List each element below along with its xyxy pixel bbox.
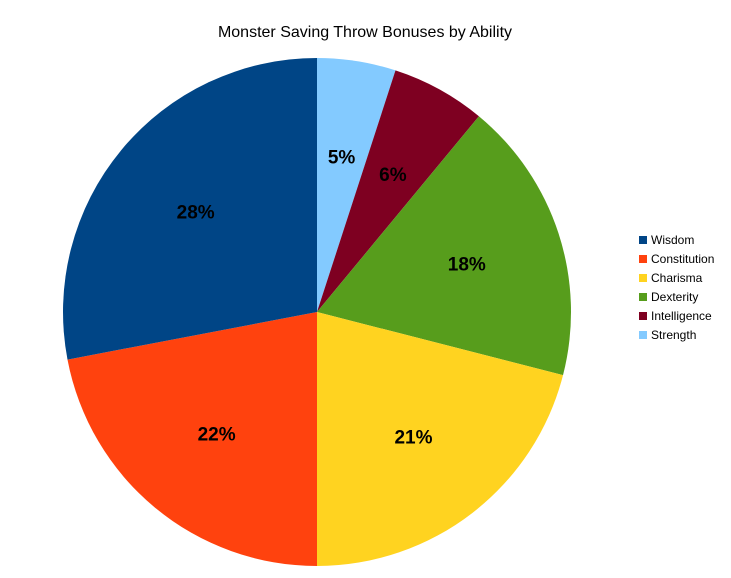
legend-item-intelligence: Intelligence: [639, 309, 712, 323]
slice-label-wisdom: 28%: [177, 203, 215, 224]
legend-item-constitution: Constitution: [639, 252, 714, 266]
slice-label-strength: 5%: [328, 148, 356, 169]
legend-swatch-intelligence: [639, 312, 647, 320]
slice-label-constitution: 22%: [198, 424, 236, 445]
legend-item-strength: Strength: [639, 328, 696, 342]
legend-swatch-strength: [639, 331, 647, 339]
legend-item-dexterity: Dexterity: [639, 290, 698, 304]
legend-item-wisdom: Wisdom: [639, 233, 694, 247]
legend: Wisdom Constitution Charisma Dexterity Intel…: [639, 233, 714, 342]
slice-label-charisma: 21%: [394, 427, 432, 448]
slice-label-intelligence: 6%: [379, 165, 407, 186]
legend-swatch-wisdom: [639, 236, 647, 244]
pie-slice-wisdom: [63, 58, 318, 360]
legend-swatch-constitution: [639, 255, 647, 263]
slice-label-dexterity: 18%: [448, 254, 486, 275]
legend-item-charisma: Charisma: [639, 271, 703, 285]
pie-slice-strength: [317, 58, 396, 312]
pie-slice-intelligence: [317, 70, 479, 313]
pie-slice-constitution: [67, 312, 317, 566]
legend-label-wisdom: Wisdom: [651, 233, 694, 247]
legend-label-constitution: Constitution: [651, 252, 714, 266]
legend-label-strength: Strength: [651, 328, 696, 342]
legend-label-charisma: Charisma: [651, 271, 703, 285]
chart-title: Monster Saving Throw Bonuses by Ability: [218, 24, 512, 41]
pie-slices: [63, 58, 572, 566]
pie-slice-labels: 5% 6% 18% 21% 22% 28%: [177, 148, 486, 449]
legend-swatch-dexterity: [639, 293, 647, 301]
legend-swatch-charisma: [639, 274, 647, 282]
pie-slice-dexterity: [317, 116, 572, 376]
pie-slice-charisma: [317, 312, 564, 566]
legend-label-intelligence: Intelligence: [651, 309, 712, 323]
legend-label-dexterity: Dexterity: [651, 290, 698, 304]
